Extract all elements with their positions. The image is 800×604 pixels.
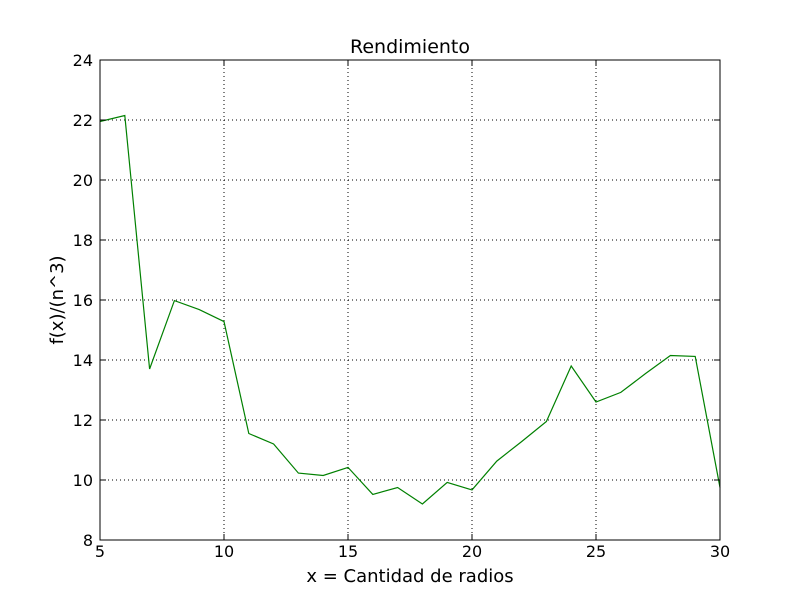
x-tick-label: 30 <box>710 542 730 561</box>
y-tick-label: 12 <box>73 411 93 430</box>
y-tick-label: 14 <box>73 351 93 370</box>
y-axis-label: f(x)/(n^3) <box>47 255 68 344</box>
y-tick-label: 20 <box>73 171 93 190</box>
y-tick-label: 16 <box>73 291 93 310</box>
y-tick-label: 10 <box>73 471 93 490</box>
series-line <box>99 114 721 505</box>
x-axis-label: x = Cantidad de radios <box>306 566 513 587</box>
y-tick-label: 18 <box>73 231 93 250</box>
grid-lines <box>100 60 720 540</box>
chart-title: Rendimiento <box>350 36 470 58</box>
y-tick-label: 24 <box>73 51 93 70</box>
y-tick-label: 8 <box>83 531 93 550</box>
series-layer <box>99 114 721 505</box>
x-tick-label: 10 <box>214 542 234 561</box>
x-tick-label: 15 <box>338 542 358 561</box>
x-tick-label: 5 <box>95 542 105 561</box>
y-tick-label: 22 <box>73 111 93 130</box>
x-tick-label: 25 <box>586 542 606 561</box>
axis-ticks: 5 10 15 20 25 30 8 10 12 14 16 18 20 22 24 <box>73 51 731 561</box>
x-tick-label: 20 <box>462 542 482 561</box>
